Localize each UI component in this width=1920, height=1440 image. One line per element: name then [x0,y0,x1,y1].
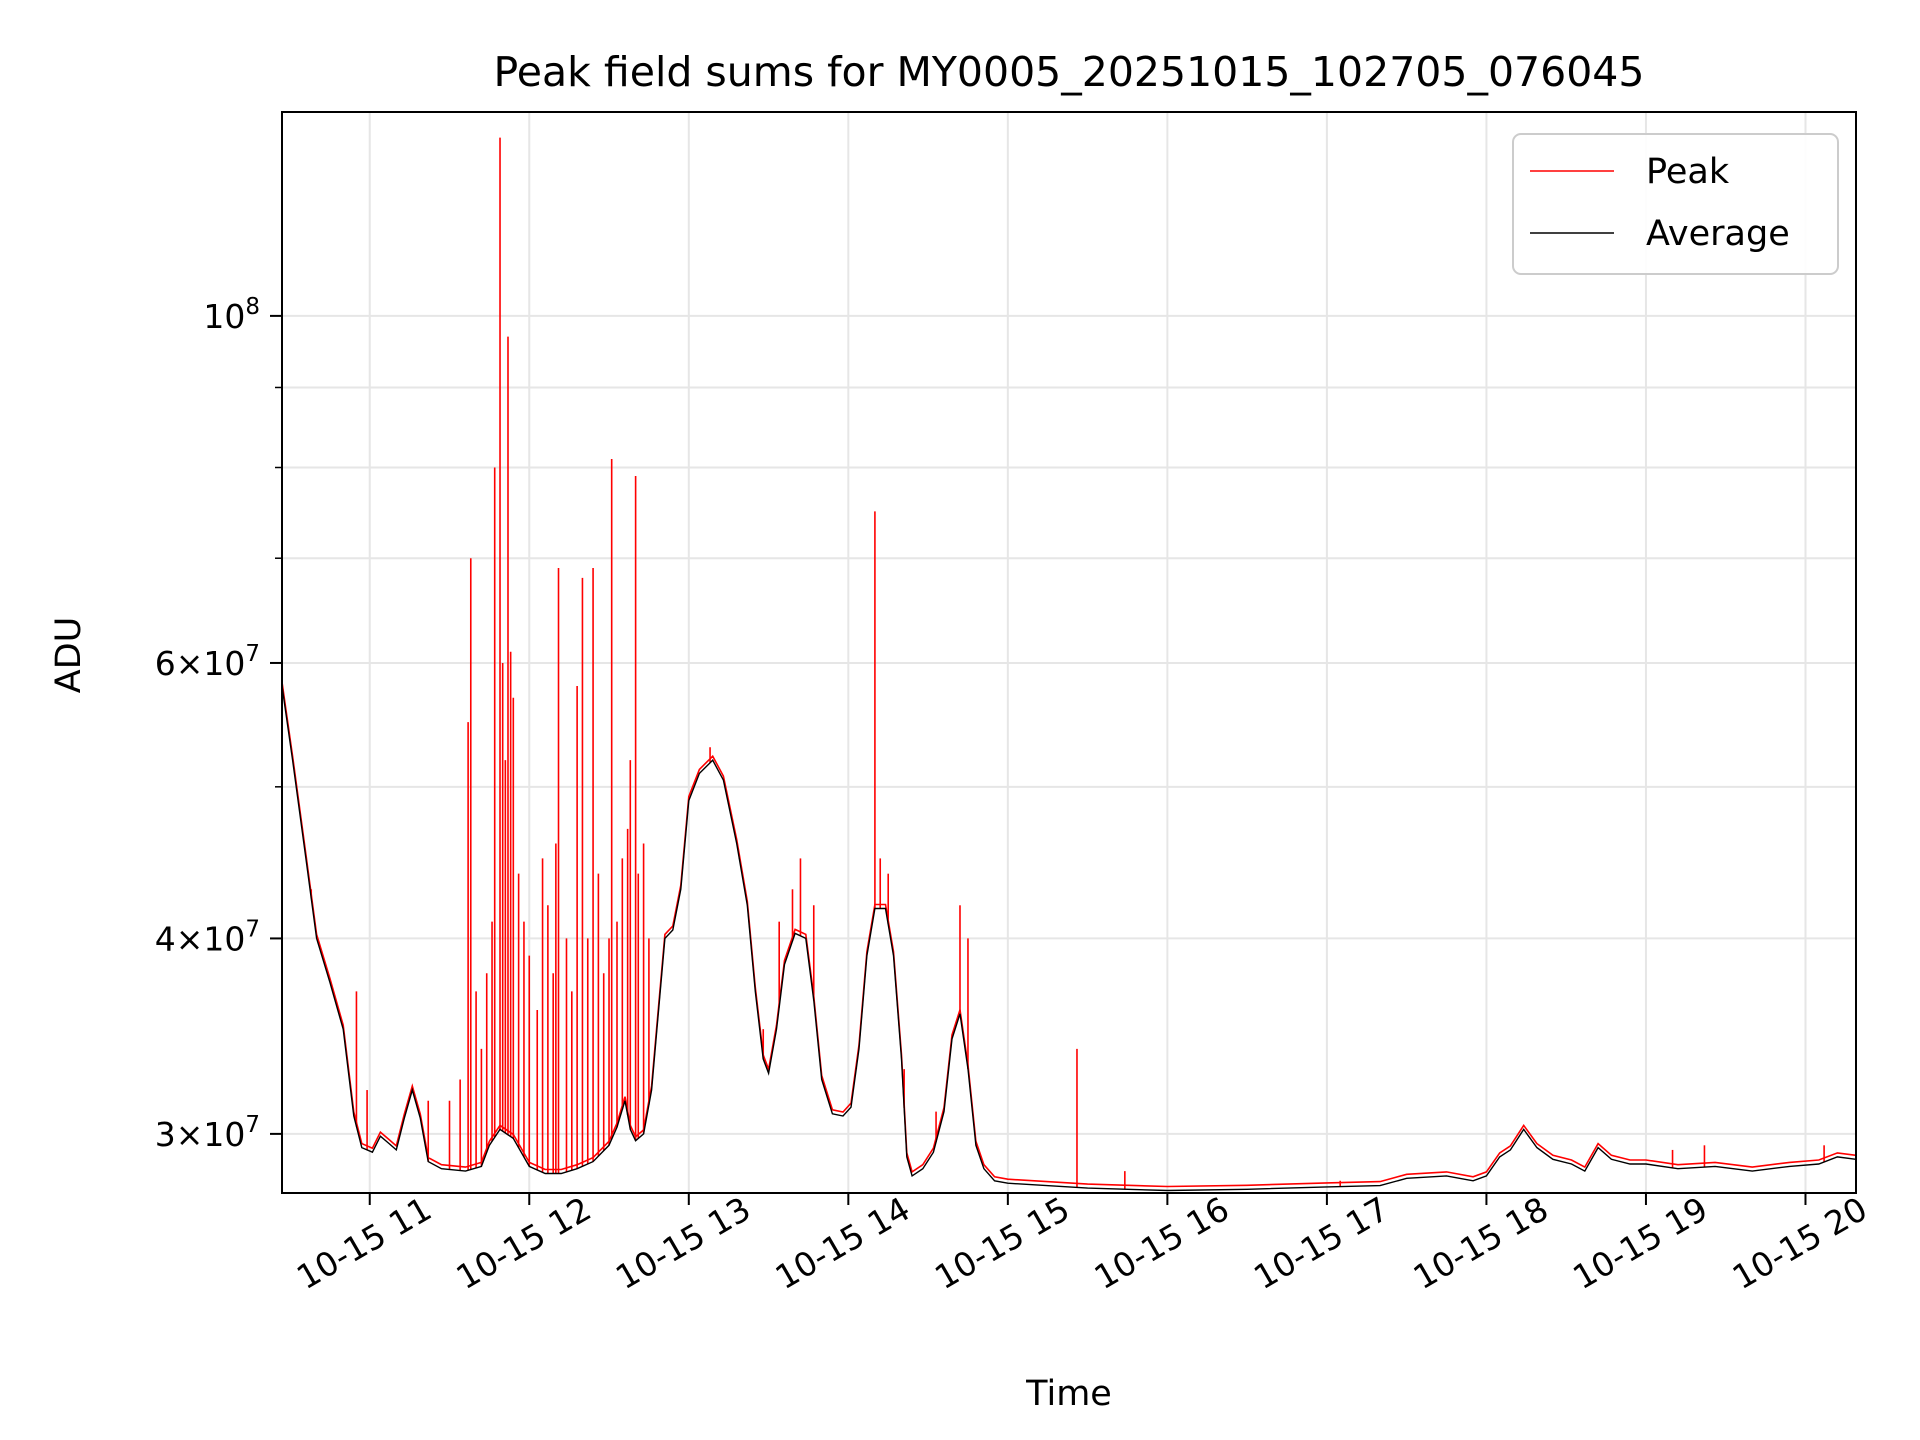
y-tick-label: 6×107 [155,641,260,683]
average-series-line [282,685,1856,1192]
legend-label-peak: Peak [1646,152,1730,192]
series-layer [282,137,1856,1192]
y-tick-label: 108 [203,294,260,336]
plot-frame [281,111,1857,1194]
grid [282,112,1856,1193]
x-axis-label: Time [1025,1374,1112,1414]
chart-title: Peak field sums for MY0005_20251015_1027… [494,48,1645,96]
peak-series-line [282,681,1856,1188]
legend-label-average: Average [1646,214,1790,254]
y-tick-label: 4×107 [155,916,260,958]
legend: Peak Average [1512,133,1839,275]
legend-box [1512,133,1839,275]
y-tick-label: 3×107 [155,1112,260,1154]
y-axis-label: ADU [49,617,89,694]
